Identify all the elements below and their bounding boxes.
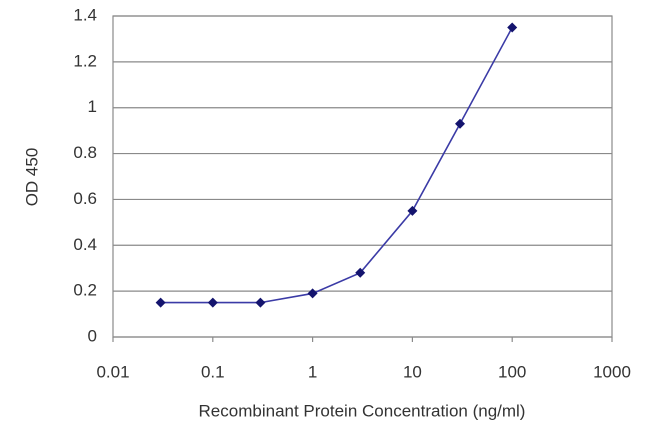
y-tick-label: 0.2 (73, 281, 97, 300)
x-tick-label: 0.01 (96, 362, 129, 381)
y-tick-label: 1 (88, 97, 97, 116)
x-tick-label: 10 (403, 362, 422, 381)
y-tick-label: 0.6 (73, 189, 97, 208)
line (160, 27, 513, 304)
marker (155, 297, 166, 308)
marker (255, 297, 266, 308)
y-tick-label: 0.4 (73, 235, 97, 254)
marker (207, 297, 218, 308)
x-tick-label: 1 (308, 362, 317, 381)
marker (307, 288, 318, 299)
marker (355, 267, 366, 278)
x-tick-label: 1000 (593, 362, 631, 381)
y-axis-label: OD 450 (22, 148, 41, 207)
x-tick-label: 0.1 (201, 362, 225, 381)
y-tick-label: 1.4 (73, 5, 97, 24)
y-tick-label: 1.2 (73, 51, 97, 70)
plot-frame (112, 15, 613, 338)
x-tick-label: 100 (498, 362, 526, 381)
marker (455, 118, 466, 129)
y-tick-label: 0.8 (73, 143, 97, 162)
x-axis-label: Recombinant Protein Concentration (ng/ml… (199, 401, 526, 420)
marker (407, 205, 418, 216)
marker (507, 22, 518, 33)
y-tick-label: 0 (88, 326, 97, 345)
